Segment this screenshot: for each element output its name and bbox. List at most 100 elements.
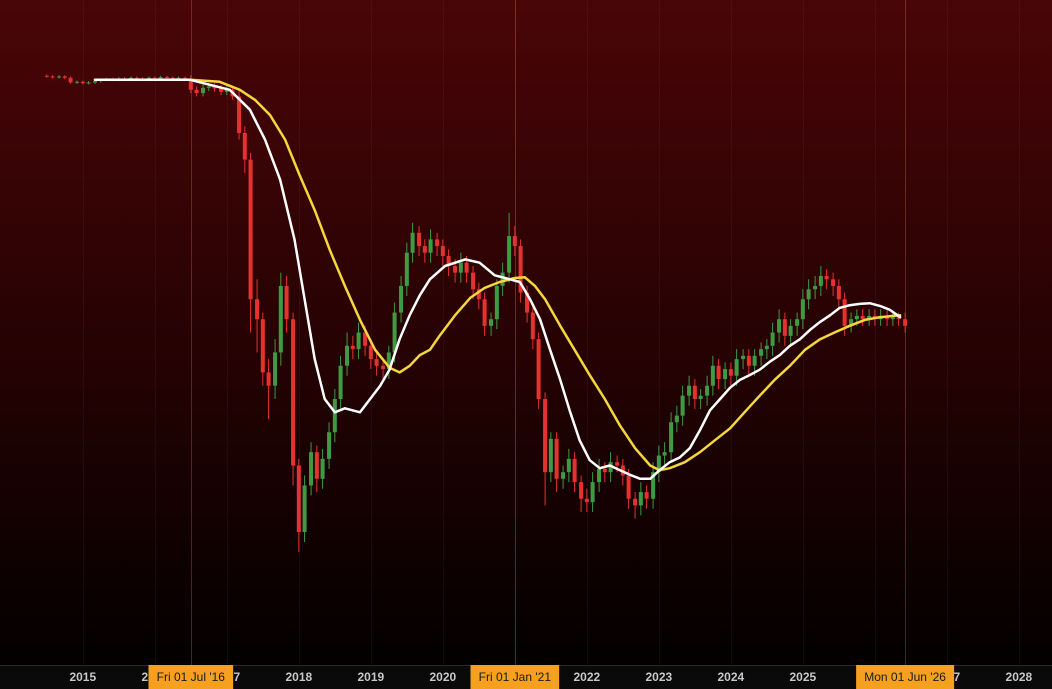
candle-body [453,266,458,273]
candle-body [440,246,445,257]
candle-body [386,352,391,370]
candle-body [734,359,739,376]
x-tick-label: 2019 [357,670,384,684]
candle-body [698,395,703,399]
candle-body [392,312,397,353]
candle-body [134,77,139,79]
candle-body [590,482,595,503]
candle-body [572,458,577,483]
candle-body [597,468,602,483]
candle-body [410,232,415,253]
candle-body [795,319,800,326]
candle-body [435,239,440,247]
x-tick-label: 2024 [718,670,745,684]
candle-body [512,236,517,247]
candle-body [800,299,805,320]
candle-body [633,498,638,506]
moving-average-line [93,78,902,481]
candle-body [368,345,373,360]
candle-body [566,458,571,473]
candle-body [584,498,589,503]
candle-body [302,485,307,532]
x-tick-label: 2015 [69,670,96,684]
candle-body [260,319,265,373]
candle-body [530,312,535,340]
candle-body [284,285,289,320]
candle-body [158,77,163,79]
candle-body [561,472,566,479]
candle-body [818,275,823,286]
candle-body [662,452,667,456]
candle-body [350,345,355,350]
crosshair-label: Mon 01 Jun '26 [864,670,946,684]
candle-body [746,355,751,366]
candle-body [764,345,769,350]
crosshair-label: Fri 01 Jan '21 [479,670,552,684]
candle-body [770,332,775,346]
candle-body [206,86,211,88]
candle-body [638,492,643,506]
candle-body [170,77,175,79]
candle-body [201,87,206,94]
candle-body [507,236,512,273]
candle-body [345,345,350,366]
candle-body [464,262,469,273]
candle-body [80,81,85,84]
candle-body [860,315,865,320]
candle-body [716,365,721,380]
candle-body [669,422,674,453]
candle-body [525,292,530,313]
candle-body [476,289,481,300]
candle-body [836,285,841,300]
candle-body [543,399,548,473]
x-tick-label: 2025 [790,670,817,684]
candle-body [314,452,319,479]
x-tick-label: 2028 [1006,670,1033,684]
candle-body [458,262,463,273]
candle-body [849,319,854,326]
candle-body [579,482,584,499]
candle-body [446,256,451,266]
candle-body [194,89,199,94]
candle-body [896,317,901,320]
candle-body [374,359,379,366]
candle-body [788,325,793,336]
x-tick-label: 2020 [429,670,456,684]
candle-body [656,455,661,473]
candle-body [422,246,427,253]
candle-body [705,385,710,396]
candle-body [356,332,361,350]
candle-body [309,452,314,486]
candle-body [494,285,499,320]
candle-body [93,81,98,83]
candle-body [338,365,343,399]
candle-body [152,77,157,79]
candle-body [381,365,386,370]
candle-body [176,77,181,79]
candle-body [183,77,188,79]
candle-body [188,78,193,90]
candle-body [75,81,80,83]
candle-body [854,315,859,320]
candle-body [813,285,818,290]
crosshair-label: Fri 01 Jul '16 [157,670,226,684]
candle-body [890,317,895,320]
candle-body [824,275,829,280]
candle-body [399,285,404,313]
candle-body [86,82,91,84]
x-tick-label: 2023 [645,670,672,684]
candle-body [224,89,229,92]
candle-body [903,319,908,326]
candle-body [692,385,697,399]
x-tick-label: 2018 [285,670,312,684]
candle-body [255,299,260,320]
candle-body [728,369,733,376]
candle-body [536,339,541,399]
candle-body [332,399,337,433]
candle-body [867,315,872,320]
candle-body [548,438,553,473]
candle-body [68,77,73,83]
candle-body [242,133,247,160]
